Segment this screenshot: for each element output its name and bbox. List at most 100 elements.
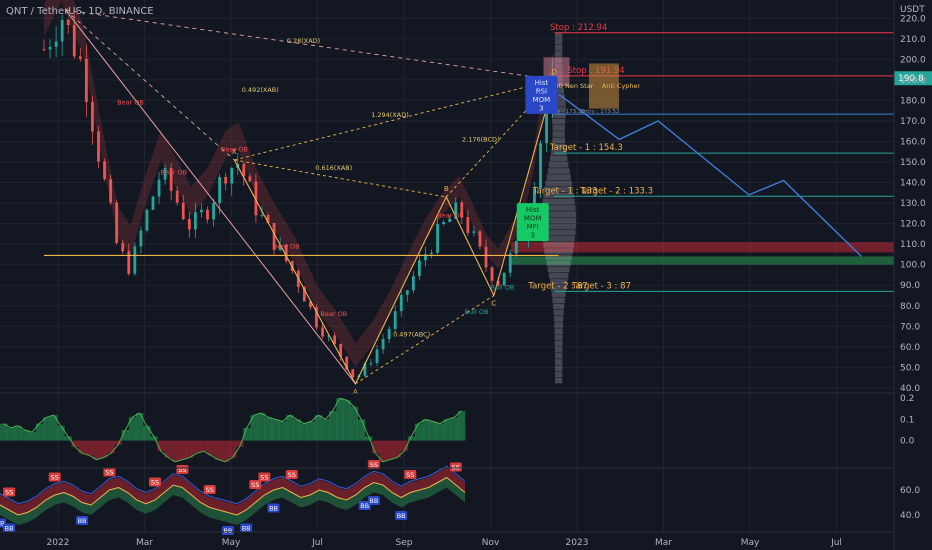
volume-profile-bar	[551, 100, 566, 107]
candle	[514, 241, 518, 254]
osc-bar	[186, 440, 194, 458]
candle	[157, 179, 161, 197]
bear-zone	[511, 242, 894, 253]
sell-signal-marker	[149, 477, 161, 487]
ob-cloud	[44, 0, 555, 368]
rsi-band-lower	[0, 477, 465, 525]
buy-signal-marker	[367, 496, 380, 505]
candle	[169, 168, 173, 191]
order-block-label: Bull OB	[491, 283, 515, 291]
volume-profile-bar	[555, 365, 563, 371]
candle	[175, 190, 179, 203]
osc-bar	[279, 421, 287, 441]
candle	[218, 177, 221, 204]
sell-signal-marker	[249, 480, 262, 489]
osc-bar	[150, 436, 158, 441]
volume-profile-bar	[542, 198, 575, 205]
candle	[363, 363, 367, 376]
signal-marker-label: SS	[406, 471, 414, 479]
candle	[393, 311, 397, 329]
candle	[139, 230, 143, 247]
currency-label: USDT	[900, 5, 925, 15]
osc-bar	[28, 432, 37, 441]
grid-lines	[0, 0, 894, 532]
signal-box-text: 3	[530, 232, 534, 240]
rsi-tick-label: 60.0	[900, 486, 920, 496]
signal-box-text: 3	[539, 104, 543, 112]
candle	[309, 301, 312, 308]
osc-bar	[357, 419, 366, 441]
osc-bar	[214, 440, 223, 460]
candle	[351, 369, 355, 378]
candle	[399, 294, 403, 312]
osc-tick-label: 0.0	[900, 437, 915, 447]
xa-line	[65, 9, 356, 385]
osc-bar	[100, 440, 108, 458]
oscillator-pane[interactable]	[0, 397, 466, 463]
volume-profile-bar	[541, 211, 576, 217]
volume-profile-bar	[551, 143, 566, 150]
x-tick-label: Jul	[311, 538, 323, 548]
sell-signal-marker	[449, 462, 462, 472]
candle	[121, 242, 125, 252]
volume-profile-bar	[554, 346, 563, 353]
osc-bar	[450, 417, 459, 441]
pattern-point-label: X	[232, 148, 237, 156]
y-tick-label: 70.0	[900, 322, 920, 332]
osc-bar	[21, 430, 29, 441]
candle	[454, 202, 458, 219]
volume-profile-bar	[553, 303, 565, 310]
x-tick-label: 2023	[566, 538, 589, 548]
price-level-label: Target - 3 : 87	[571, 281, 631, 291]
volume-profile-bar	[555, 377, 563, 384]
signal-marker-label: SS	[251, 481, 259, 489]
volume-profile-bar	[543, 192, 575, 199]
order-block-label: Bull OB	[465, 308, 489, 316]
osc-bar	[128, 417, 137, 441]
signal-marker-label: BB	[0, 520, 4, 528]
osc-bar	[236, 440, 244, 447]
signal-box-text: Hist	[535, 79, 549, 87]
y-tick-label: 130.0	[900, 199, 926, 209]
signal-box[interactable]	[516, 203, 549, 242]
volume-profile-bar	[554, 352, 563, 359]
xd-dashed-line	[234, 79, 555, 161]
candle	[212, 203, 215, 220]
candle	[490, 267, 494, 281]
osc-bar	[85, 440, 94, 456]
osc-bar	[107, 440, 115, 454]
signal-box[interactable]	[525, 75, 558, 114]
y-tick-label: 120.0	[900, 220, 926, 230]
volume-profile-bar	[545, 254, 572, 261]
candle	[224, 177, 228, 184]
rsi-pane[interactable]: SSSSSSSSSSSSSSSSSSSSSSSSBBBBBBBBBBBBBBBB…	[0, 460, 466, 535]
buy-signal-marker	[221, 526, 234, 535]
volume-profile-bar	[541, 217, 577, 224]
candle	[48, 46, 52, 50]
candle	[206, 209, 209, 220]
candle	[387, 328, 391, 340]
signal-marker-label: SS	[260, 474, 268, 482]
pattern-name: Anti Cypher	[602, 82, 641, 90]
symbol-title: QNT / TetherUS, 1D, BINANCE	[6, 6, 154, 17]
candle	[230, 168, 234, 184]
candle	[60, 19, 64, 42]
x-tick-label: Jul	[830, 538, 842, 548]
osc-bar	[321, 419, 330, 441]
candle	[381, 339, 385, 350]
candle	[345, 356, 349, 370]
fib-ratio-label: 2.176(BCD)	[462, 135, 500, 143]
order-block-label: Bear OB	[117, 99, 144, 107]
volume-profile-bar	[554, 316, 564, 322]
order-block-label: Bear OB	[273, 242, 300, 250]
candle	[539, 143, 542, 189]
osc-bar	[329, 410, 337, 441]
osc-bar	[200, 440, 208, 452]
signal-marker-label: BB	[360, 502, 369, 510]
candle	[484, 246, 488, 268]
volume-profile-bar	[544, 186, 574, 193]
osc-bar	[42, 417, 51, 441]
